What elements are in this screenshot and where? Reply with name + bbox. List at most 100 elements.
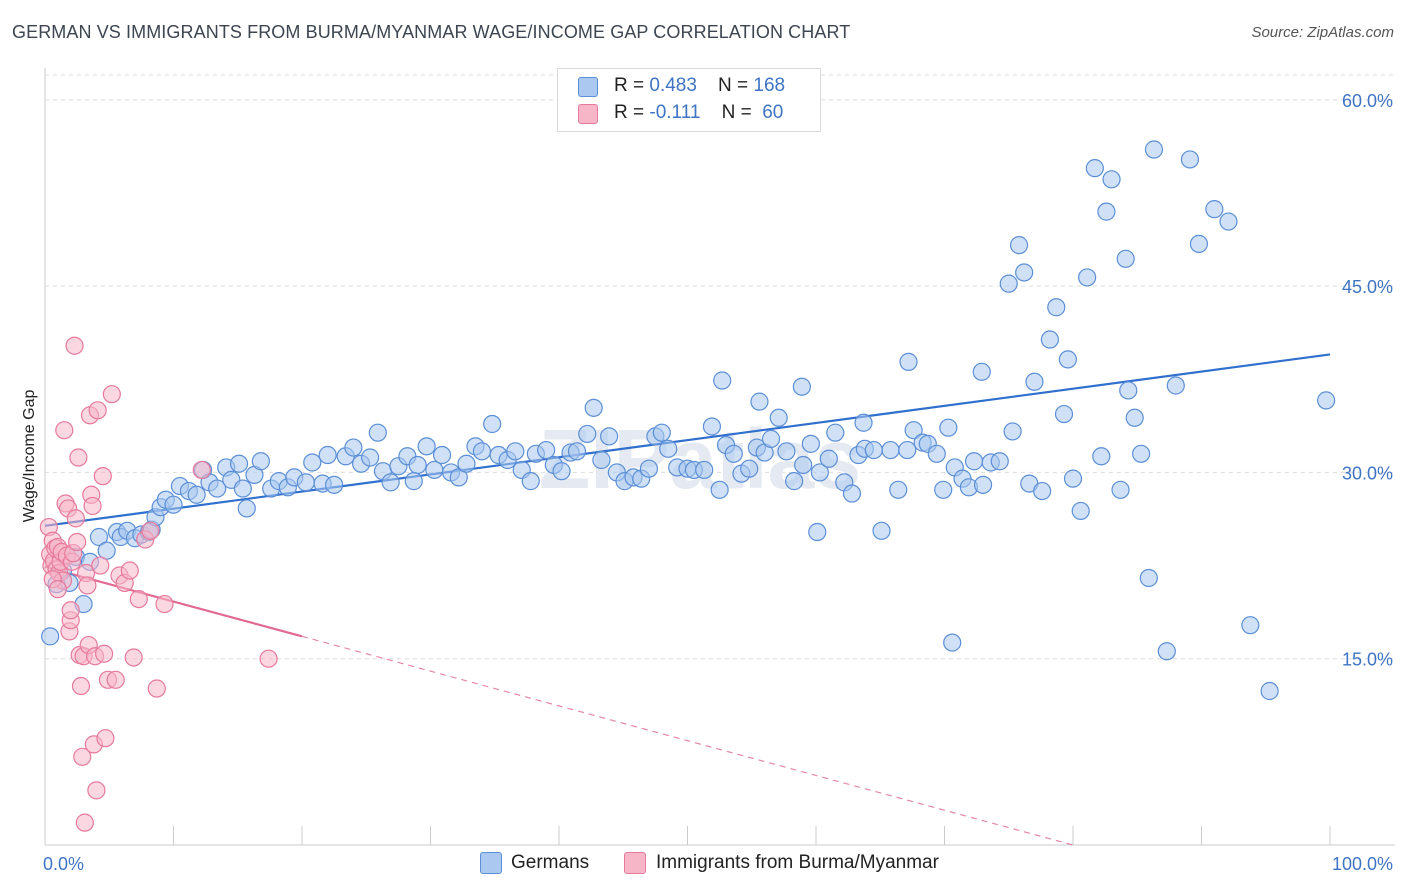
germans-point-51 [404, 472, 423, 491]
germans-point-0 [41, 627, 60, 646]
germans-point-156 [1219, 212, 1238, 231]
germans-point-124 [964, 452, 984, 471]
germans-point-166 [854, 413, 873, 432]
germans-point-133 [1025, 372, 1044, 391]
y-tick-label-15: 15.0% [1342, 650, 1393, 670]
germans-point-54 [425, 460, 444, 480]
legend-text-immigrants: R = -0.111 N = 60 [614, 102, 784, 123]
germans-point-89 [702, 417, 722, 436]
germans-point-155 [1205, 200, 1224, 219]
x-tick-label-max: 100.0% [1332, 854, 1393, 874]
legend-row-germans: R = 0.483 N = 168 [578, 75, 785, 99]
germans-point-150 [1144, 140, 1164, 159]
germans-point-73 [578, 424, 597, 444]
immigrants-point-22 [68, 532, 87, 552]
germans-point-92 [724, 444, 743, 463]
germans-point-37 [296, 473, 315, 492]
germans-point-114 [898, 440, 917, 460]
germans-point-110 [864, 440, 883, 460]
immigrants-point-52 [141, 521, 160, 540]
immigrants-point-58 [48, 580, 67, 599]
germans-point-169 [1119, 381, 1138, 400]
germans-point-162 [899, 352, 918, 371]
germans-point-19 [164, 495, 183, 514]
immigrants-point-12 [55, 421, 74, 440]
immigrants-point-41 [95, 644, 114, 663]
germans-point-141 [1085, 159, 1104, 178]
germans-point-105 [826, 423, 845, 442]
immigrants-point-34 [83, 496, 102, 516]
germans-point-74 [584, 398, 603, 417]
germans-point-154 [1189, 234, 1209, 254]
immigrants-point-44 [102, 385, 121, 404]
germans-point-101 [794, 455, 813, 475]
immigrants-point-25 [71, 676, 91, 696]
germans-point-147 [1125, 408, 1144, 427]
germans-point-104 [819, 449, 838, 468]
immigrants-point-38 [88, 401, 107, 420]
immigrants-point-39 [91, 556, 110, 575]
germans-point-128 [999, 274, 1018, 293]
germans-point-140 [1078, 268, 1097, 287]
immigrants-point-55 [192, 460, 211, 480]
germans-point-136 [1047, 298, 1066, 317]
trend-line-immigrants-extension [301, 635, 1074, 846]
legend-swatch-immigrants-bottom [624, 852, 646, 874]
germans-point-165 [792, 377, 811, 396]
germans-point-46 [368, 423, 387, 442]
germans-point-137 [1054, 404, 1074, 424]
y-tick-label-45: 45.0% [1342, 277, 1393, 297]
germans-point-25 [208, 479, 227, 498]
germans-point-115 [904, 421, 923, 440]
germans-point-107 [842, 484, 862, 503]
germans-point-163 [750, 392, 769, 411]
germans-point-84 [659, 439, 678, 458]
immigrants-point-45 [106, 670, 125, 689]
germans-point-68 [537, 440, 556, 460]
legend-label-germans: Germans [511, 852, 590, 873]
series-legend: Germans Immigrants from Burma/Myanmar [0, 850, 1406, 880]
germans-point-153 [1180, 150, 1200, 169]
germans-point-66 [521, 472, 540, 491]
y-tick-labels: 15.0% 30.0% 45.0% 60.0% [1342, 91, 1393, 670]
germans-point-32 [251, 452, 270, 471]
germans-point-7 [89, 527, 109, 547]
germans-point-55 [432, 445, 452, 465]
germans-point-149 [1139, 568, 1158, 588]
germans-point-102 [801, 434, 820, 453]
germans-point-161 [808, 522, 827, 542]
immigrants-point-30 [78, 576, 97, 595]
stats-legend: R = 0.483 N = 168 R = -0.111 N = 60 [557, 68, 821, 132]
germans-point-43 [344, 438, 363, 457]
y-tick-label-30: 30.0% [1342, 463, 1393, 483]
germans-point-112 [881, 440, 900, 460]
germans-point-111 [872, 521, 891, 540]
germans-point-81 [639, 459, 659, 478]
germans-point-118 [927, 444, 946, 463]
germans-point-28 [229, 454, 249, 473]
germans-point-125 [973, 475, 993, 494]
immigrants-point-28 [75, 813, 94, 832]
germans-point-30 [237, 499, 256, 518]
axes [44, 68, 1395, 846]
germans-point-103 [810, 463, 829, 482]
germans-point-130 [1009, 236, 1029, 255]
germans-point-48 [381, 473, 400, 492]
chart-title: GERMAN VS IMMIGRANTS FROM BURMA/MYANMAR … [12, 22, 851, 42]
legend-swatch-germans [578, 77, 598, 97]
germans-point-113 [889, 480, 908, 499]
germans-point-41 [325, 475, 344, 494]
germans-point-129 [1003, 422, 1022, 441]
immigrants-point-40 [93, 467, 112, 486]
germans-point-83 [652, 423, 671, 442]
germans-point-145 [1111, 480, 1130, 499]
germans-point-135 [1040, 330, 1059, 349]
germans-point-76 [600, 427, 619, 446]
germans-point-90 [710, 480, 729, 499]
germans-point-22 [187, 485, 206, 504]
germans-point-57 [449, 468, 468, 487]
immigrants-point-48 [120, 561, 139, 580]
germans-point-160 [943, 633, 962, 652]
legend-text-germans: R = 0.483 N = 168 [614, 75, 786, 96]
